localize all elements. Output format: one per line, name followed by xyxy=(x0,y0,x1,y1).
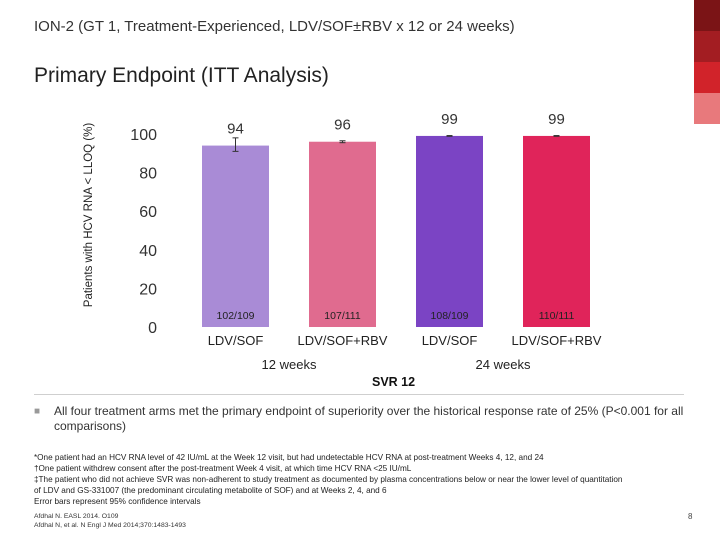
bullet-text: All four treatment arms met the primary … xyxy=(54,404,684,433)
bar-count-label: 102/109 xyxy=(217,310,255,322)
footnote: Error bars represent 95% confidence inte… xyxy=(34,497,201,506)
bar-value-label: 99 xyxy=(548,111,565,128)
footnote: †One patient withdrew consent after the … xyxy=(34,464,412,473)
bullet-point: ■ All four treatment arms met the primar… xyxy=(34,404,684,434)
reference: Afdhal N, et al. N Engl J Med 2014;370:1… xyxy=(34,522,186,529)
bar-count-label: 110/111 xyxy=(539,310,575,322)
bar xyxy=(309,141,376,327)
y-tick-label: 0 xyxy=(148,320,157,337)
footnote: *One patient had an HCV RNA level of 42 … xyxy=(34,453,544,462)
reference: Afdhal N. EASL 2014. O109 xyxy=(34,513,119,520)
y-tick-label: 40 xyxy=(139,243,157,260)
group-label-12-weeks: 12 weeks xyxy=(261,357,317,372)
y-tick-label: 20 xyxy=(139,281,157,298)
x-category-label: LDV/SOF xyxy=(208,333,264,348)
divider xyxy=(34,394,684,395)
accent-bar-segment xyxy=(694,31,720,62)
bar-value-label: 99 xyxy=(441,111,458,128)
footnotes: *One patient had an HCV RNA level of 42 … xyxy=(34,452,694,507)
slide-subtitle: Primary Endpoint (ITT Analysis) xyxy=(34,64,329,87)
accent-bar-segment xyxy=(694,62,720,93)
x-category-label: LDV/SOF+RBV xyxy=(512,333,602,348)
bullet-square-icon: ■ xyxy=(34,406,41,417)
bar-value-label: 94 xyxy=(227,121,244,138)
x-axis-title: SVR 12 xyxy=(372,375,416,389)
y-tick-label: 100 xyxy=(130,127,157,144)
footnote: of LDV and GS-331007 (the predominant ci… xyxy=(34,486,387,495)
slide-title: ION-2 (GT 1, Treatment-Experienced, LDV/… xyxy=(34,18,515,35)
y-tick-label: 60 xyxy=(139,204,157,221)
accent-bar-segment xyxy=(694,93,720,124)
bar-count-label: 107/111 xyxy=(324,310,361,322)
x-category-label: LDV/SOF xyxy=(422,333,478,348)
references: Afdhal N. EASL 2014. O109 Afdhal N, et a… xyxy=(34,512,186,530)
bar xyxy=(416,135,483,327)
accent-bar xyxy=(694,0,720,124)
x-category-label: LDV/SOF+RBV xyxy=(298,333,388,348)
bar-chart: 0 20 40 60 80 100 94 102/109 LDV/SOF 96 107/111 LDV… xyxy=(130,111,602,348)
footnote: ‡The patient who did not achieve SVR was… xyxy=(34,475,623,484)
group-label-24-weeks: 24 weeks xyxy=(475,357,531,372)
accent-bar-segment xyxy=(694,0,720,31)
bar xyxy=(202,145,269,327)
bar xyxy=(523,135,590,327)
bar-value-label: 96 xyxy=(334,117,351,134)
page-number: 8 xyxy=(688,512,693,521)
bar-count-label: 108/109 xyxy=(431,310,469,322)
y-tick-label: 80 xyxy=(139,166,157,183)
